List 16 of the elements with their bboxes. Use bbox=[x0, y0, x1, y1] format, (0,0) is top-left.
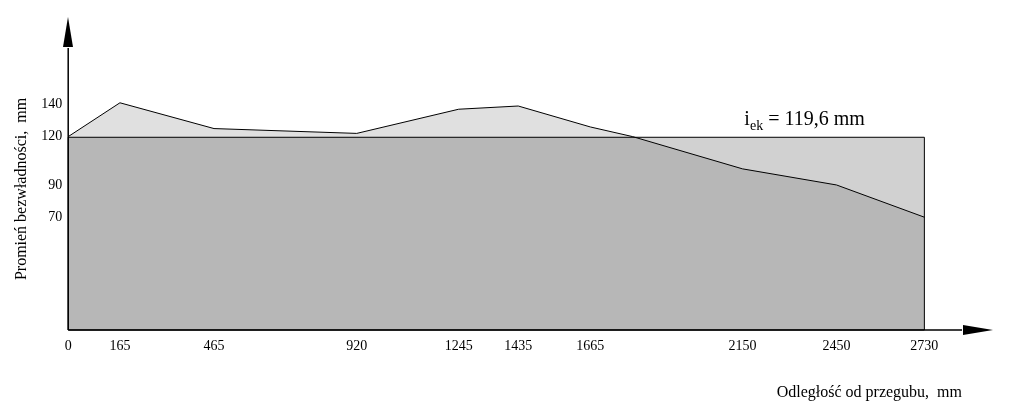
y-tick-label: 140 bbox=[41, 96, 63, 112]
y-tick-label: 70 bbox=[48, 208, 63, 224]
x-tick-label: 465 bbox=[203, 338, 225, 354]
x-tick-label: 0 bbox=[64, 338, 72, 354]
x-tick-label: 2150 bbox=[728, 338, 757, 354]
x-tick-label: 920 bbox=[346, 338, 368, 354]
x-tick-label: 1435 bbox=[504, 338, 533, 354]
x-tick-label: 2730 bbox=[910, 338, 939, 354]
x-tick-label: 1245 bbox=[444, 338, 473, 354]
y-tick-label: 120 bbox=[41, 128, 63, 144]
x-axis-title: Odległość od przegubu, mm bbox=[776, 382, 963, 401]
x-tick-label: 165 bbox=[109, 338, 131, 354]
x-tick-label: 2450 bbox=[822, 338, 851, 354]
y-tick-label: 90 bbox=[48, 176, 63, 192]
x-tick-label: 1665 bbox=[576, 338, 605, 354]
y-axis-title: Promień bezwładności, mm bbox=[11, 97, 29, 281]
